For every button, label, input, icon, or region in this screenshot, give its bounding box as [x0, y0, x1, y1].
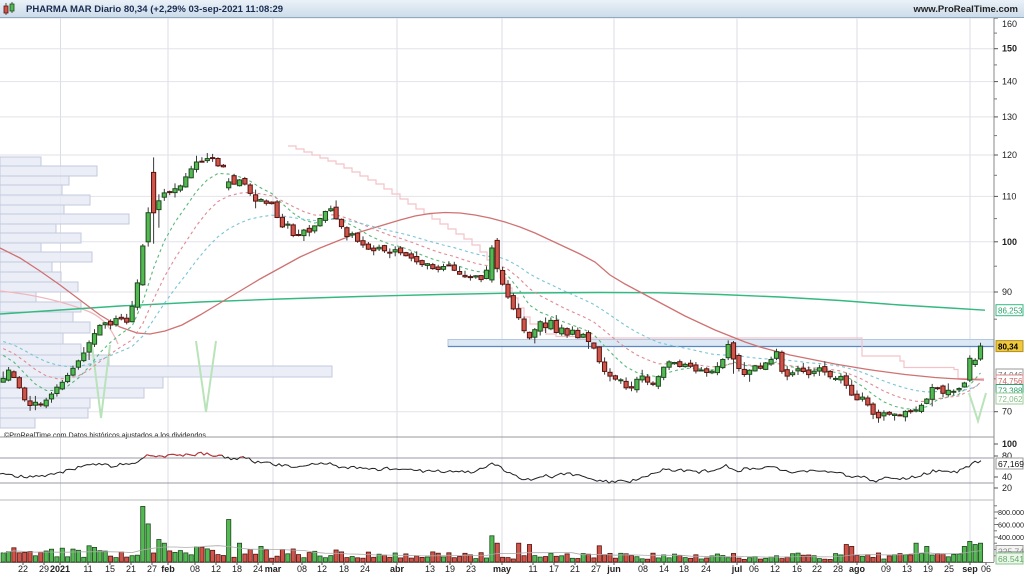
svg-text:mar: mar — [265, 564, 282, 574]
svg-text:400.000: 400.000 — [998, 533, 1024, 542]
svg-text:72,062: 72,062 — [998, 395, 1023, 404]
svg-text:225.742: 225.742 — [998, 547, 1024, 557]
svg-text:22: 22 — [18, 564, 28, 574]
svg-text:24: 24 — [360, 564, 370, 574]
svg-text:40: 40 — [1002, 472, 1012, 482]
svg-text:74,756: 74,756 — [998, 377, 1023, 386]
svg-text:abr: abr — [390, 564, 405, 574]
svg-text:08: 08 — [297, 564, 307, 574]
svg-text:27: 27 — [591, 564, 601, 574]
svg-text:19: 19 — [445, 564, 455, 574]
svg-text:24: 24 — [701, 564, 711, 574]
svg-text:70: 70 — [1002, 407, 1012, 417]
svg-text:11: 11 — [83, 564, 92, 574]
svg-text:21: 21 — [126, 564, 136, 574]
svg-text:130: 130 — [1002, 112, 1017, 122]
svg-text:73,388: 73,388 — [998, 387, 1023, 396]
svg-text:20: 20 — [1002, 483, 1012, 493]
svg-text:may: may — [493, 564, 511, 574]
svg-text:15: 15 — [105, 564, 115, 574]
svg-text:08: 08 — [638, 564, 648, 574]
svg-text:24: 24 — [253, 564, 263, 574]
svg-text:14: 14 — [659, 564, 669, 574]
svg-text:16: 16 — [792, 564, 802, 574]
svg-text:27: 27 — [147, 564, 157, 574]
svg-text:80,34: 80,34 — [998, 343, 1019, 352]
svg-text:68.541: 68.541 — [998, 554, 1024, 564]
svg-text:jul: jul — [731, 564, 743, 574]
svg-text:110: 110 — [1002, 191, 1016, 201]
svg-text:100: 100 — [1002, 439, 1017, 449]
svg-text:160: 160 — [1002, 19, 1017, 29]
svg-text:80: 80 — [1002, 451, 1012, 461]
svg-text:08: 08 — [190, 564, 200, 574]
svg-text:13: 13 — [902, 564, 912, 574]
svg-text:17: 17 — [549, 564, 559, 574]
svg-text:150: 150 — [1002, 44, 1017, 54]
svg-text:09: 09 — [881, 564, 891, 574]
svg-text:06: 06 — [749, 564, 759, 574]
svg-text:18: 18 — [339, 564, 349, 574]
svg-text:28: 28 — [833, 564, 843, 574]
svg-text:86,253: 86,253 — [998, 307, 1023, 316]
svg-text:800.000: 800.000 — [998, 508, 1024, 517]
svg-text:11: 11 — [528, 564, 537, 574]
svg-text:19: 19 — [923, 564, 933, 574]
svg-text:100: 100 — [1002, 237, 1017, 247]
svg-text:12: 12 — [317, 564, 327, 574]
svg-text:90: 90 — [1002, 287, 1012, 297]
svg-text:sep: sep — [962, 564, 978, 574]
svg-text:29: 29 — [39, 564, 49, 574]
svg-text:12: 12 — [211, 564, 221, 574]
svg-text:www.ProRealTime.com: www.ProRealTime.com — [912, 4, 1018, 15]
svg-text:ago: ago — [849, 564, 866, 574]
svg-text:feb: feb — [161, 564, 175, 574]
svg-text:12: 12 — [770, 564, 780, 574]
svg-text:13: 13 — [425, 564, 435, 574]
svg-text:18: 18 — [232, 564, 242, 574]
svg-text:25: 25 — [944, 564, 954, 574]
svg-text:600.000: 600.000 — [998, 521, 1024, 530]
svg-text:©ProRealTime.com Datos histór: ©ProRealTime.com Datos históricos ajusta… — [4, 431, 206, 440]
svg-text:jun: jun — [606, 564, 621, 574]
svg-text:120: 120 — [1002, 150, 1017, 160]
svg-text:23: 23 — [466, 564, 476, 574]
svg-text:67,169: 67,169 — [998, 459, 1024, 469]
svg-text:PHARMA MAR Diario 80,34 (+2,29: PHARMA MAR Diario 80,34 (+2,29% 03-sep-2… — [26, 4, 283, 15]
svg-text:22: 22 — [812, 564, 822, 574]
svg-text:21: 21 — [570, 564, 580, 574]
svg-text:18: 18 — [679, 564, 689, 574]
svg-text:140: 140 — [1002, 77, 1017, 87]
svg-text:06: 06 — [981, 564, 991, 574]
svg-text:2021: 2021 — [50, 564, 70, 574]
